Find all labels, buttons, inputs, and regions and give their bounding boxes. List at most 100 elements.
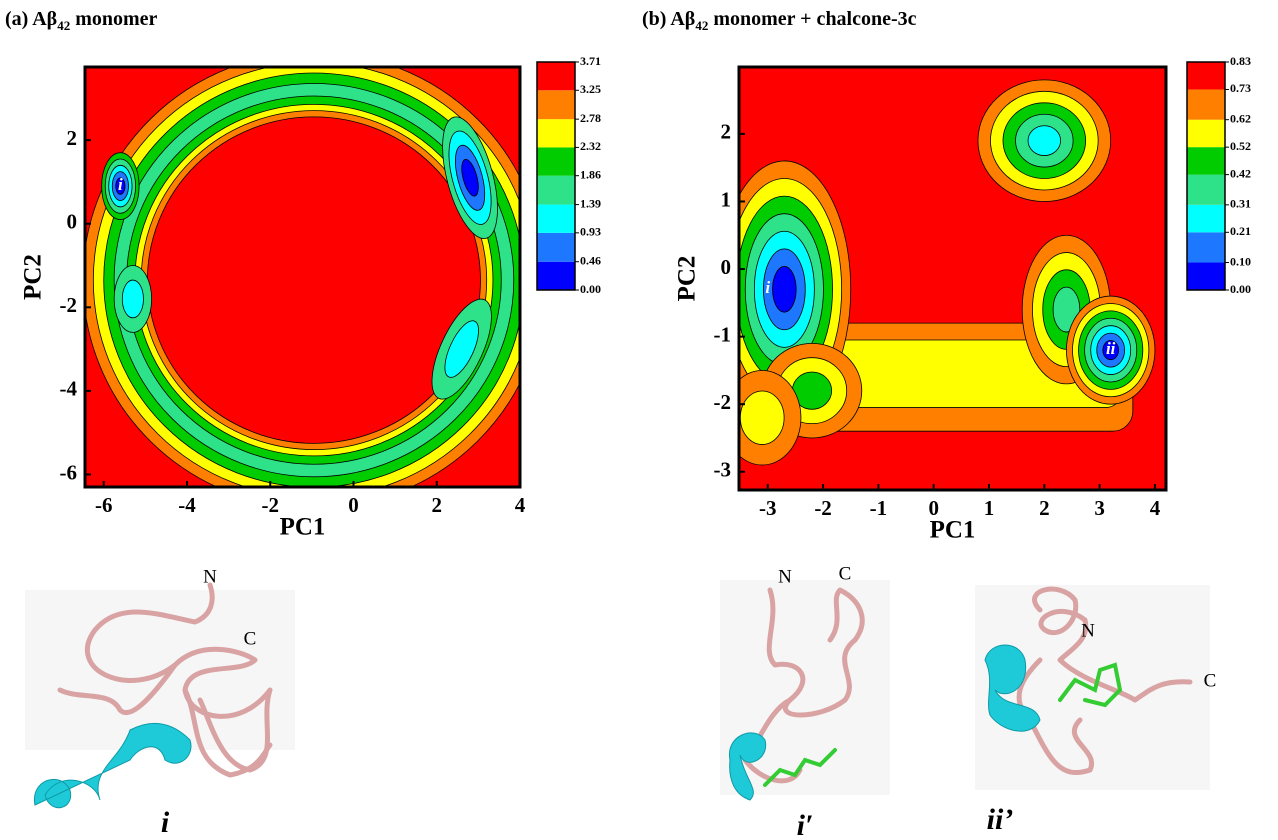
colorbar-band [1187,119,1225,148]
y-tick-label: -1 [714,322,732,346]
x-tick-label: -3 [759,496,777,520]
colorbar-band [537,204,575,233]
x-tick-label: -2 [261,493,279,517]
contour-band [147,116,481,444]
colorbar-label: 0.31 [1230,197,1251,211]
minimum-label: i [118,175,123,194]
y-tick-label: -4 [60,377,78,401]
contour-band [739,390,785,445]
x-tick-label: 4 [1150,496,1161,520]
x-axis-label: PC1 [930,517,976,544]
n-terminus: N [1081,620,1095,641]
structure-i-prime [720,580,890,801]
contour-band [461,158,479,197]
colorbar-label: 0.21 [1230,224,1251,238]
panel-title: (b) Aβ42 monomer + chalcone-3c [642,8,917,34]
y-tick-label: -2 [714,390,732,414]
colorbar-band [1187,62,1225,90]
x-tick-label: 2 [431,493,442,517]
colorbar-label: 0.00 [580,282,601,296]
structure-label: ii’ [987,803,1014,836]
colorbar-frame [1186,61,1226,291]
y-tick-label: 2 [67,126,78,150]
colorbar-band [1187,147,1225,175]
contour-band [1027,125,1061,156]
colorbar-band [1187,174,1225,205]
n-terminus: N [778,566,792,587]
structure-label: i′ [797,809,814,840]
colorbar-label: 0.46 [580,253,601,267]
y-tick-label: -2 [60,293,78,317]
colorbar-label: 3.25 [580,82,601,96]
colorbar-band [537,261,575,290]
plot-frame [83,65,522,489]
colorbar-label: 0.52 [1230,139,1251,153]
title-part: 42 [57,18,70,33]
colorbar-label: 0.83 [1230,54,1251,68]
x-tick-label: -1 [870,496,888,520]
contour-band [772,266,797,313]
x-tick-label: 2 [1039,496,1050,520]
colorbar-band [537,175,575,205]
minimum-label: i [765,278,770,297]
structure-ii-prime [975,585,1210,790]
colorbar-band [537,119,575,148]
x-tick-label: 1 [984,496,995,520]
contour-band [444,320,479,378]
colorbar-label: 0.73 [1230,81,1251,95]
y-axis-label: PC2 [674,256,701,302]
y-tick-label: 1 [721,187,732,211]
colorbar-band [1187,204,1225,233]
colorbar-band [1187,89,1225,120]
colorbar-band [537,232,575,262]
c-terminus: C [839,563,852,584]
colorbar-band [537,62,575,91]
plot-frame [737,65,1168,492]
title-part: monomer + chalcone-3c [708,8,916,30]
colorbar-label: 0.00 [1230,282,1251,296]
y-axis-label: PC2 [20,254,47,300]
x-tick-label: 4 [515,493,526,517]
x-tick-label: 3 [1094,496,1105,520]
panel-title: (a) Aβ42 monomer [5,8,158,34]
contour-band [121,279,144,319]
c-terminus: C [1204,670,1217,691]
title-part: monomer [70,8,157,30]
n-terminus: N [203,566,217,587]
contour [85,67,520,487]
x-tick-label: -2 [814,496,832,520]
contour-band [1102,340,1119,361]
contour [739,67,1166,490]
structure-i [25,582,295,809]
colorbar-label: 0.93 [580,225,601,239]
structure-label: i [161,806,170,839]
title-part: (b) Aβ [642,8,695,30]
title-part: 42 [695,18,708,33]
colorbar-label: 2.32 [580,139,601,153]
contour-band [115,177,126,195]
y-tick-label: -3 [714,458,732,482]
x-tick-label: 0 [928,496,939,520]
title-part: (a) Aβ [5,8,57,30]
colorbar-label: 0.62 [1230,111,1251,125]
y-tick-label: 2 [721,120,732,144]
x-axis-label: PC1 [280,514,326,541]
c-terminus: C [244,628,257,649]
y-tick-label: 0 [721,255,732,279]
colorbar-band [1187,262,1225,290]
colorbar-label: 1.86 [580,167,601,181]
x-tick-label: -6 [95,493,113,517]
colorbar-band [1187,232,1225,263]
x-tick-label: -4 [178,493,196,517]
colorbar-label: 3.71 [580,54,601,68]
y-tick-label: -6 [60,460,78,484]
y-tick-label: 0 [67,210,78,234]
colorbar-label: 0.10 [1230,254,1251,268]
colorbar-label: 0.42 [1230,166,1251,180]
x-tick-label: 0 [348,493,359,517]
colorbar-label: 2.78 [580,111,601,125]
minimum-label: ii [1106,339,1116,358]
colorbar-label: 1.39 [580,196,601,210]
